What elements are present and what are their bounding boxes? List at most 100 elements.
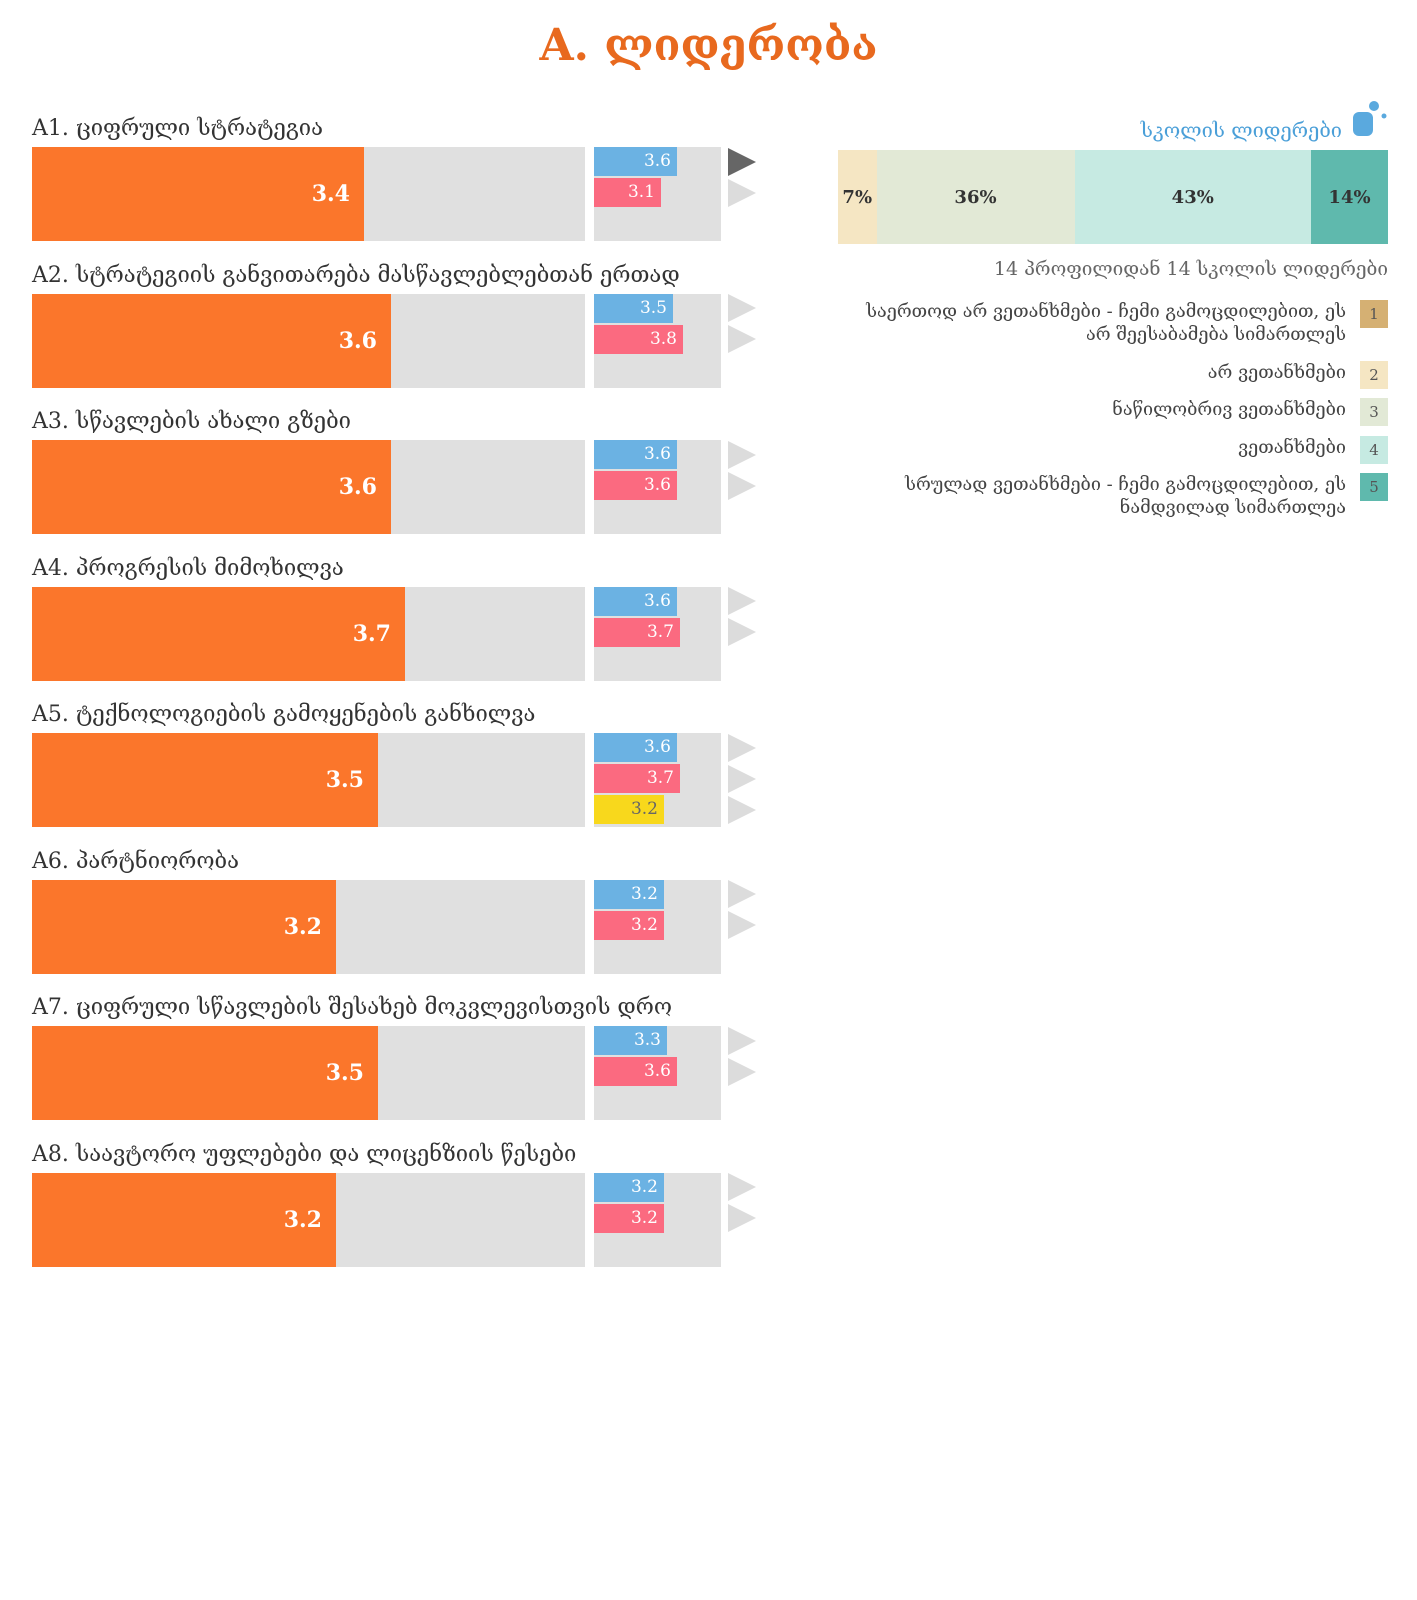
- main-bar: [32, 586, 405, 681]
- legend-label: ვეთანხმები: [1238, 437, 1346, 458]
- expand-arrow-icon[interactable]: [728, 911, 756, 939]
- expand-arrow-icon[interactable]: [728, 1173, 756, 1201]
- legend-item: სრულად ვეთანხმები - ჩემი გამოცდილებით, ე…: [828, 473, 1388, 523]
- comparison-bar: [594, 879, 664, 909]
- comparison-value: 3.2: [630, 883, 658, 904]
- item-4: A4. პროგრესის მიმოხილვა 3.7 3.6 3.7: [32, 556, 772, 706]
- comparison-value: 3.6: [643, 1061, 671, 1081]
- expand-arrow-icon[interactable]: [728, 795, 756, 824]
- comparison-bar: [594, 795, 664, 824]
- main-bar-value: 3.5: [325, 767, 364, 793]
- comparison-bar: [594, 764, 680, 793]
- item-5: A5. ტექნოლოგიების გამოყენების განხილვა 3.…: [32, 702, 772, 852]
- person-icon: [1353, 101, 1387, 136]
- main-bar: [32, 440, 391, 534]
- comparison-bar: [594, 1203, 664, 1233]
- comparison-value: 3.8: [649, 328, 677, 349]
- item-8: A8. საავტორო უფლებები და ლიცენზიის წესებ…: [32, 1142, 772, 1292]
- legend-swatch: 1: [1360, 300, 1388, 328]
- comparison-track: 3.6 3.1: [594, 147, 721, 241]
- item-label: A6. პარტნიორობა: [32, 848, 239, 874]
- expand-arrow-icon[interactable]: [728, 618, 756, 646]
- main-bar-track: 3.7: [32, 586, 585, 681]
- comparison-value: 3.6: [643, 475, 671, 495]
- comparison-bar: [594, 910, 664, 940]
- comparison-value: 3.7: [646, 768, 674, 788]
- comparison-track: 3.6 3.7: [594, 586, 721, 681]
- expand-arrow-icon[interactable]: [728, 1026, 756, 1055]
- comparison-track: 3.2 3.2: [594, 879, 721, 974]
- comparison-bar: [594, 1026, 667, 1055]
- legend-item: არ ვეთანხმები 2: [828, 361, 1388, 411]
- comparison-bar: [594, 178, 661, 207]
- main-bar-value: 3.5: [325, 1060, 364, 1086]
- main-bar-track: 3.4: [32, 147, 585, 241]
- main-bar-value: 3.2: [283, 1206, 322, 1233]
- expand-arrow-icon[interactable]: [728, 764, 756, 793]
- comparison-value: 3.6: [643, 737, 671, 757]
- main-bar: [32, 879, 336, 974]
- main-bar-track: 3.6: [32, 293, 585, 388]
- comparison-value: 3.1: [627, 182, 655, 202]
- comparison-bar: [594, 1057, 677, 1086]
- respondent-group-label: სკოლის ლიდერები: [1140, 118, 1342, 142]
- comparison-bar: [594, 1172, 664, 1202]
- expand-arrow-icon[interactable]: [728, 325, 756, 353]
- comparison-value: 3.6: [643, 444, 671, 464]
- item-label: A7. ციფრული სწავლების შესახებ მოკვლევისთ…: [32, 995, 673, 1020]
- item-3: A3. სწავლების ახალი გზები 3.6 3.6 3.6: [32, 409, 772, 559]
- item-7: A7. ციფრული სწავლების შესახებ მოკვლევისთ…: [32, 995, 772, 1145]
- legend-item: ნაწილობრივ ვეთანხმები 3: [828, 398, 1388, 448]
- comparison-track: 3.2 3.2: [594, 1172, 721, 1267]
- main-bar: [32, 293, 391, 388]
- expand-arrow-icon[interactable]: [728, 178, 756, 207]
- comparison-bar: [594, 293, 673, 323]
- item-label: A5. ტექნოლოგიების გამოყენების განხილვა: [32, 702, 536, 727]
- comparison-value: 3.6: [643, 151, 671, 171]
- item-label: A4. პროგრესის მიმოხილვა: [32, 555, 344, 581]
- expand-arrow-icon[interactable]: [728, 880, 756, 908]
- main-bar-track: 3.2: [32, 1172, 585, 1267]
- expand-arrow-icon[interactable]: [728, 1204, 756, 1232]
- expand-arrow-icon[interactable]: [728, 1057, 756, 1086]
- legend-swatch: 5: [1360, 473, 1388, 501]
- expand-arrow-icon[interactable]: [728, 440, 756, 469]
- comparison-value: 3.7: [646, 621, 674, 642]
- legend-label: ნაწილობრივ ვეთანხმები: [1112, 399, 1346, 420]
- expand-arrow-icon[interactable]: [728, 471, 756, 500]
- expand-arrow-icon[interactable]: [728, 587, 756, 615]
- comparison-value: 3.2: [630, 1176, 658, 1197]
- expand-arrow-icon[interactable]: [728, 294, 756, 322]
- item-label: A8. საავტორო უფლებები და ლიცენზიის წესებ…: [32, 1141, 577, 1167]
- item-6: A6. პარტნიორობა 3.2 3.2 3.2: [32, 849, 772, 999]
- comparison-track: 3.6 3.7 3.2: [594, 733, 721, 827]
- main-bar-value: 3.7: [352, 620, 391, 647]
- comparison-bar: [594, 471, 677, 500]
- comparison-value: 3.2: [630, 914, 658, 935]
- item-1: A1. ციფრული სტრატეგია 3.4 3.6 3.1: [32, 116, 772, 266]
- legend-swatch: 2: [1360, 361, 1388, 389]
- comparison-bar: [594, 617, 680, 647]
- legend-swatch: 4: [1360, 436, 1388, 464]
- main-bar-value: 3.6: [338, 474, 377, 500]
- expand-arrow-icon[interactable]: [728, 733, 756, 762]
- main-bar-value: 3.4: [311, 181, 350, 207]
- main-bar-value: 3.6: [338, 327, 377, 354]
- legend-label: არ ვეთანხმები: [1207, 362, 1346, 383]
- selected-arrow-icon[interactable]: [728, 147, 756, 176]
- legend-item: საერთოდ არ ვეთანხმები - ჩემი გამოცდილები…: [828, 300, 1388, 350]
- legend-swatch: 3: [1360, 398, 1388, 426]
- comparison-bar: [594, 440, 677, 469]
- distribution-caption: 14 პროფილიდან 14 სკოლის ლიდერები: [993, 258, 1388, 280]
- legend-item: ვეთანხმები 4: [828, 436, 1388, 486]
- item-label: A3. სწავლების ახალი გზები: [32, 409, 351, 434]
- comparison-value: 3.3: [633, 1030, 661, 1050]
- comparison-value: 3.2: [630, 799, 658, 819]
- main-bar-track: 3.5: [32, 733, 585, 827]
- main-bar-value: 3.2: [283, 913, 322, 940]
- main-bar: [32, 733, 378, 827]
- page-title: A. ლიდერობა: [539, 20, 878, 71]
- main-bar-track: 3.5: [32, 1026, 585, 1120]
- legend-label: საერთოდ არ ვეთანხმები - ჩემი გამოცდილები…: [866, 301, 1346, 345]
- main-bar-track: 3.6: [32, 440, 585, 534]
